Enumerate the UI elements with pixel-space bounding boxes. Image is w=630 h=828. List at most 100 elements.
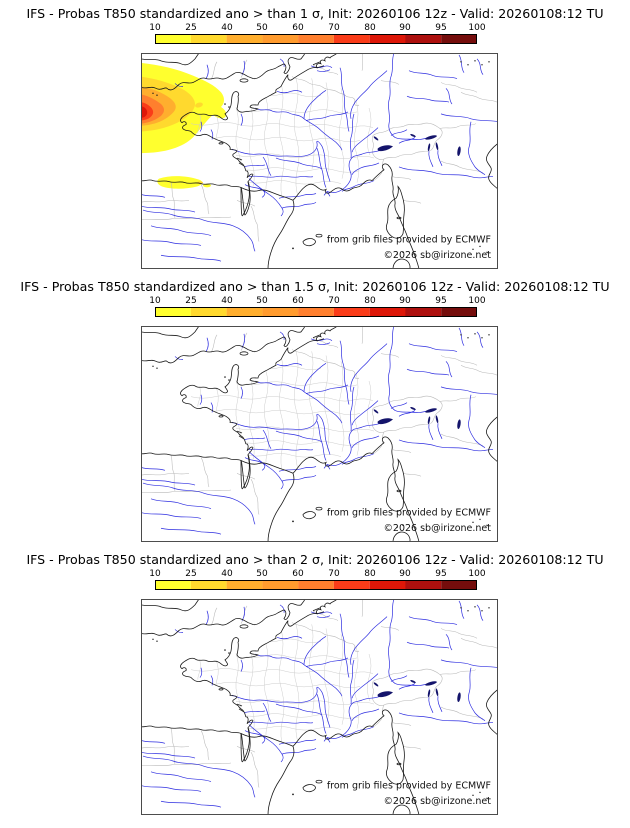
tick-label: 10 [149, 23, 161, 33]
panel-1: IFS - Probas T850 standardized ano > tha… [0, 6, 630, 270]
contour-level-80 [141, 106, 148, 118]
lake-geneva [377, 145, 393, 152]
ile-oleron [238, 162, 245, 167]
cbar-seg [369, 580, 406, 590]
cbar-seg [333, 580, 370, 590]
lake-garda [457, 146, 461, 157]
landes-coast [240, 181, 250, 217]
tick-label: 70 [328, 296, 340, 306]
cbar-seg [226, 580, 263, 590]
tick-label: 60 [292, 23, 304, 33]
tick-label: 25 [185, 569, 197, 579]
spain-north-coast [140, 179, 242, 188]
map-credit-copyright: ©2026 sb@irizone.net [383, 250, 491, 261]
map-svg-2 [141, 326, 498, 542]
cbar-seg [441, 580, 477, 590]
cbar-seg [298, 307, 334, 317]
channel-island-dot [224, 103, 226, 105]
england-north-coast [140, 52, 200, 66]
tick-label: 40 [221, 569, 233, 579]
france-channel-atlantic-coast [180, 74, 289, 216]
dutch-inlets [312, 61, 325, 69]
panel-1-colorbar: 10 25 40 50 60 70 80 90 95 100 [149, 23, 486, 44]
colorbar-swatches [155, 580, 477, 590]
tick-label: 80 [364, 296, 376, 306]
alpine-foreland-lake-dot [481, 64, 483, 66]
tick-label: 25 [185, 23, 197, 33]
cbar-seg [190, 307, 227, 317]
tick-label: 95 [435, 296, 447, 306]
isle-of-wight [239, 78, 249, 83]
colorbar-ticks: 10 25 40 50 60 70 80 90 95 100 [149, 23, 485, 34]
panel-3-title: IFS - Probas T850 standardized ano > tha… [26, 552, 604, 567]
england-south-coast [140, 52, 306, 91]
map-svg-3 [141, 599, 498, 815]
tick-label: 10 [149, 569, 161, 579]
tick-label: 70 [328, 569, 340, 579]
cbar-seg [333, 34, 370, 44]
cbar-seg [298, 580, 334, 590]
tick-label: 10 [149, 296, 161, 306]
tick-label: 80 [364, 569, 376, 579]
france-med-coast [292, 179, 373, 201]
strait-islet-dot [402, 251, 404, 253]
alpine-foreland-lake-dot [460, 61, 462, 63]
channel-island-dot [228, 106, 230, 108]
scilly-isles-dot [152, 92, 154, 94]
panel-2: IFS - Probas T850 standardized ano > tha… [0, 279, 630, 542]
colorbar-ticks: 10 25 40 50 60 70 80 90 95 100 [149, 296, 485, 307]
lake-zurich [410, 133, 416, 138]
map-credits: from grib files provided by ECMWF ©2026 … [327, 235, 491, 262]
panel-2-colorbar: 10 25 40 50 60 70 80 90 95 100 [149, 296, 486, 317]
colorbar-swatches [155, 34, 477, 44]
panel-2-title: IFS - Probas T850 standardized ano > tha… [20, 279, 610, 294]
italy-west-coast [371, 163, 420, 270]
lake-como [435, 142, 439, 151]
cbar-seg [226, 307, 263, 317]
spain-coast-dot-10 [203, 183, 211, 188]
panel-2-map [141, 326, 630, 542]
panel-1-map: from grib files provided by ECMWF ©2026 … [140, 52, 630, 270]
cbar-seg [405, 307, 442, 317]
tick-label: 60 [292, 569, 304, 579]
tick-label: 90 [399, 569, 411, 579]
cbar-seg [262, 34, 299, 44]
cbar-outline [155, 580, 477, 590]
contour-spot-25 [195, 102, 203, 108]
cbar-seg [405, 34, 442, 44]
cbar-seg [441, 307, 477, 317]
colorbar-ticks: 10 25 40 50 60 70 80 90 95 100 [149, 569, 485, 580]
panel-3-map [141, 599, 630, 815]
tuscan-archipelago-dot [479, 245, 481, 248]
lake-neuchatel [373, 136, 379, 141]
cbar-seg [190, 580, 227, 590]
lakes [373, 133, 461, 157]
cbar-seg [190, 34, 227, 44]
map-svg-1: from grib files provided by ECMWF ©2026 … [140, 52, 499, 270]
corsica [385, 185, 405, 239]
cbar-outline [155, 34, 477, 44]
tick-label: 60 [292, 296, 304, 306]
tuscan-archipelago-dot [486, 251, 488, 253]
cbar-seg [441, 34, 477, 44]
pyrenees-border [240, 187, 294, 201]
tick-label: 90 [399, 296, 411, 306]
map-frame [141, 53, 498, 269]
alpine-foreland-lake-dot [488, 61, 490, 63]
island-dots [152, 60, 490, 255]
cbar-outline [155, 307, 477, 317]
cbar-seg [262, 307, 299, 317]
cbar-seg [333, 307, 370, 317]
sardinia-tip [392, 258, 411, 270]
cbar-seg [298, 34, 334, 44]
colorbar-swatches [155, 307, 477, 317]
lake-constance [425, 135, 437, 140]
tick-label: 50 [256, 569, 268, 579]
spain-coast-streak-10 [157, 176, 203, 189]
scilly-isles-dot [156, 94, 158, 96]
belle-ile [218, 142, 224, 145]
tick-label: 100 [468, 296, 486, 306]
tick-label: 100 [468, 23, 486, 33]
menorca [315, 233, 323, 238]
panel-3: IFS - Probas T850 standardized ano > tha… [0, 552, 630, 815]
